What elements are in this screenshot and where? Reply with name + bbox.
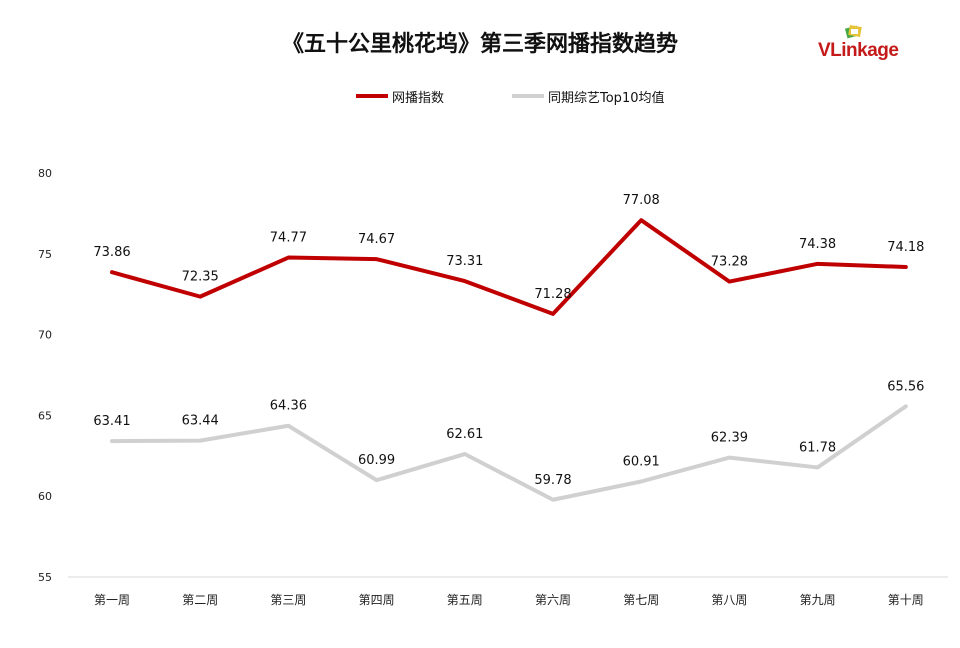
data-label-series-1: 72.35 [182, 270, 219, 285]
legend-label-series-2: 同期综艺Top10均值 [548, 90, 665, 106]
series-line-2 [110, 404, 908, 502]
chart-legend: 网播指数 同期综艺Top10均值 [0, 86, 960, 106]
data-label-series-2: 60.91 [623, 454, 660, 469]
legend-swatch-series-2 [512, 94, 544, 98]
data-label-series-2: 59.78 [534, 473, 571, 488]
x-tick-label: 第八周 [711, 593, 747, 607]
x-tick-label: 第一周 [94, 593, 130, 607]
data-label-series-1: 74.67 [358, 232, 395, 247]
data-label-series-2: 63.41 [93, 414, 130, 429]
legend-label-series-1: 网播指数 [392, 90, 445, 106]
chart-title: 《五十公里桃花坞》第三季网播指数趋势 [281, 32, 678, 57]
data-label-series-2: 62.39 [711, 431, 748, 446]
data-label-series-1: 74.77 [270, 231, 307, 246]
data-label-series-1: 77.08 [623, 193, 660, 208]
data-label-series-2: 64.36 [270, 399, 307, 414]
x-tick-label: 第四周 [359, 593, 395, 607]
data-label-series-1: 73.31 [446, 254, 483, 269]
y-tick-label: 60 [38, 490, 52, 503]
x-tick-label: 第七周 [623, 593, 659, 607]
data-label-series-1: 74.18 [887, 240, 924, 255]
series-line-1 [110, 218, 908, 316]
data-label-series-2: 61.78 [799, 440, 836, 455]
brand-logo-text: VLinkage [818, 40, 899, 61]
data-label-series-2: 60.99 [358, 453, 395, 468]
x-tick-label: 第五周 [447, 593, 483, 607]
data-label-series-2: 62.61 [446, 427, 483, 442]
data-label-series-2: 63.44 [182, 414, 219, 429]
x-tick-label: 第十周 [888, 593, 924, 607]
brand-logo: VLinkage [818, 25, 918, 68]
y-tick-label: 80 [38, 167, 52, 180]
data-label-series-2: 65.56 [887, 379, 924, 394]
data-label-series-1: 74.38 [799, 237, 836, 252]
legend-item-series-1: 网播指数 [356, 86, 444, 106]
legend-swatch-series-1 [356, 94, 388, 98]
y-tick-label: 65 [38, 409, 52, 422]
x-tick-label: 第二周 [182, 593, 218, 607]
data-label-series-1: 73.28 [711, 255, 748, 270]
data-label-series-1: 73.86 [93, 245, 130, 260]
y-tick-label: 75 [38, 248, 52, 261]
x-tick-label: 第三周 [270, 593, 306, 607]
x-tick-label: 第六周 [535, 593, 571, 607]
legend-item-series-2: 同期综艺Top10均值 [512, 86, 664, 106]
brand-logo-mark-icon [845, 25, 862, 39]
y-tick-label: 55 [38, 571, 52, 584]
data-label-series-1: 71.28 [534, 287, 571, 302]
y-tick-label: 70 [38, 329, 52, 342]
x-tick-label: 第九周 [800, 593, 836, 607]
